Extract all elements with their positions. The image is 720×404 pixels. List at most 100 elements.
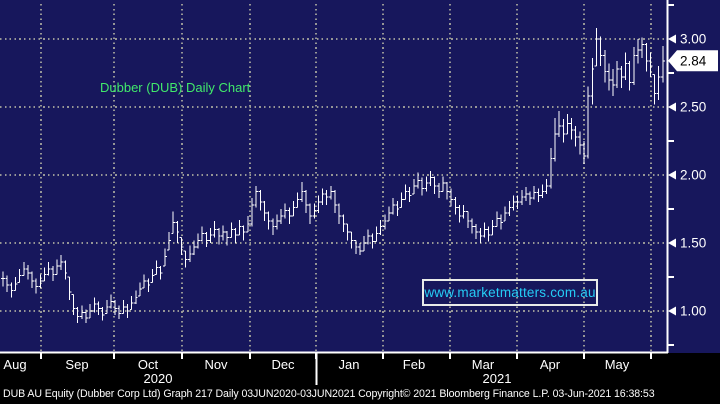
price-bar <box>67 276 72 301</box>
price-bar <box>548 147 553 189</box>
price-bar <box>229 222 234 239</box>
price-bar <box>200 226 205 242</box>
y-axis-arrow-tick <box>668 238 676 248</box>
price-bar <box>55 259 59 275</box>
price-bar <box>648 52 653 78</box>
price-bar <box>254 185 259 208</box>
x-axis-month-label: Dec <box>271 357 295 372</box>
price-bar <box>154 260 159 275</box>
axis-strip <box>0 353 720 404</box>
price-bar <box>171 211 176 234</box>
price-bar <box>627 60 632 91</box>
price-bar <box>586 86 591 159</box>
price-bar <box>275 214 279 230</box>
price-bar <box>179 237 184 256</box>
price-bar <box>582 141 586 165</box>
price-bar <box>573 126 578 147</box>
price-bar <box>113 300 117 316</box>
price-bar <box>187 245 192 263</box>
price-bar <box>258 189 263 211</box>
price-bar <box>109 294 113 309</box>
price-bar <box>167 232 171 251</box>
price-bar <box>474 223 478 239</box>
price-bar <box>125 304 130 318</box>
watermark-link[interactable]: www.marketmatters.com.au <box>422 279 598 306</box>
price-bar <box>121 300 126 315</box>
price-bar <box>287 207 292 224</box>
price-bar <box>79 305 84 320</box>
price-bar <box>345 223 350 241</box>
price-bar <box>241 225 246 241</box>
price-bar <box>640 37 644 59</box>
price-bar <box>150 268 155 283</box>
price-bar <box>395 200 400 216</box>
price-bar <box>478 228 483 243</box>
price-bar <box>553 117 557 162</box>
price-bar <box>328 185 333 200</box>
price-bar <box>34 278 39 294</box>
price-bar <box>411 179 416 195</box>
price-bar <box>96 301 101 316</box>
price-bar <box>607 63 611 91</box>
price-bar <box>461 204 466 219</box>
price-bar <box>117 305 122 320</box>
price-bar <box>175 221 180 243</box>
price-bar <box>142 274 146 289</box>
y-axis-label: 2.50 <box>680 100 706 115</box>
price-bar <box>71 294 76 316</box>
price-bar <box>445 181 449 200</box>
price-bar <box>532 185 537 200</box>
price-bar <box>1 271 5 287</box>
price-bar <box>382 214 387 230</box>
price-bar <box>590 58 595 105</box>
price-bar <box>374 226 379 243</box>
price-bar <box>312 203 317 219</box>
price-bar <box>50 266 55 282</box>
price-bar <box>644 43 649 72</box>
price-bar <box>528 191 532 205</box>
price-bar <box>320 188 325 205</box>
price-bar <box>399 192 404 209</box>
price-bar <box>436 183 441 199</box>
y-axis-label: 3.00 <box>680 32 706 47</box>
price-bar <box>262 200 267 222</box>
price-bar <box>507 200 512 216</box>
price-bar <box>13 277 18 292</box>
price-bar <box>324 189 329 205</box>
price-bar <box>308 203 312 224</box>
price-bar <box>42 267 47 282</box>
price-bar <box>225 230 229 246</box>
last-price-badge <box>668 50 718 72</box>
price-bar <box>432 176 437 195</box>
last-price-badge-label: 2.84 <box>680 54 707 69</box>
price-bar <box>138 282 142 297</box>
price-bar <box>30 271 34 288</box>
y-axis-label: 1.00 <box>680 304 706 319</box>
y-axis-arrow-tick <box>668 34 676 44</box>
price-bar <box>17 268 22 283</box>
price-bar <box>652 73 657 105</box>
price-bar <box>441 176 445 192</box>
price-bar <box>407 187 412 203</box>
price-bar <box>503 206 508 222</box>
price-bar <box>88 304 93 319</box>
price-bar <box>9 282 14 298</box>
price-bar <box>403 184 408 200</box>
price-bar <box>341 214 346 233</box>
x-axis-month-label: Mar <box>472 357 495 372</box>
price-bar <box>158 266 163 280</box>
price-bars <box>1 28 665 324</box>
price-bar <box>623 52 628 80</box>
price-bar <box>304 189 308 214</box>
price-bar <box>453 196 458 215</box>
y-axis-arrow-tick <box>668 306 676 316</box>
price-bar <box>233 228 238 243</box>
price-bar <box>631 47 636 86</box>
price-bar <box>636 39 640 64</box>
price-bar <box>146 278 151 292</box>
price-bar <box>208 228 213 243</box>
price-bar <box>26 264 30 280</box>
price-bar <box>416 172 420 189</box>
price-bar <box>192 240 196 256</box>
price-bar <box>38 274 43 288</box>
